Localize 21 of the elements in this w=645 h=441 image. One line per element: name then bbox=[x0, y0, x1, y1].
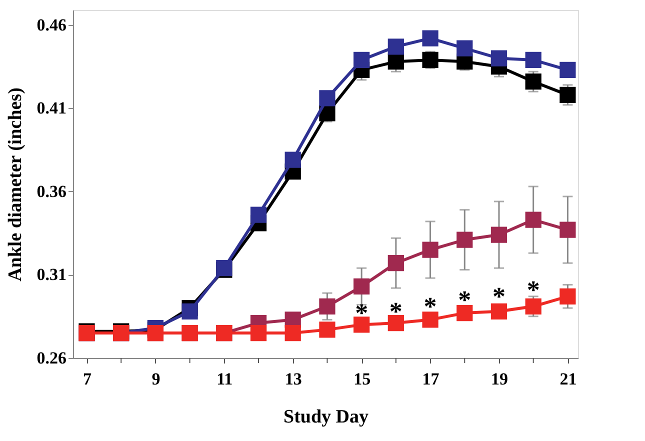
x-tick-label: 21 bbox=[560, 370, 577, 388]
annotation: * bbox=[492, 282, 506, 312]
annotation: * bbox=[458, 285, 472, 314]
x-tick-label: 11 bbox=[216, 370, 233, 388]
x-tick-label: 9 bbox=[152, 370, 160, 388]
x-tick-label: 7 bbox=[82, 370, 92, 388]
x-axis-title: Study Day bbox=[284, 406, 369, 428]
annotation: * bbox=[389, 297, 402, 326]
annotation: * bbox=[526, 275, 540, 304]
y-tick-label: 0.26 bbox=[36, 348, 66, 368]
y-tick-label: 0.31 bbox=[36, 265, 66, 284]
y-tick-label: 0.36 bbox=[36, 182, 66, 201]
annotation: * bbox=[355, 298, 368, 328]
y-tick-label: 0.46 bbox=[36, 15, 66, 34]
x-tick-label: 19 bbox=[490, 370, 508, 388]
y-axis-title: Ankle diameter (inches) bbox=[4, 88, 26, 282]
x-tick-label: 17 bbox=[422, 370, 440, 388]
y-tick-label: 0.41 bbox=[36, 98, 66, 118]
x-tick-label: 15 bbox=[354, 370, 371, 388]
annotation: * bbox=[424, 292, 437, 322]
x-tick-label: 13 bbox=[284, 370, 302, 388]
